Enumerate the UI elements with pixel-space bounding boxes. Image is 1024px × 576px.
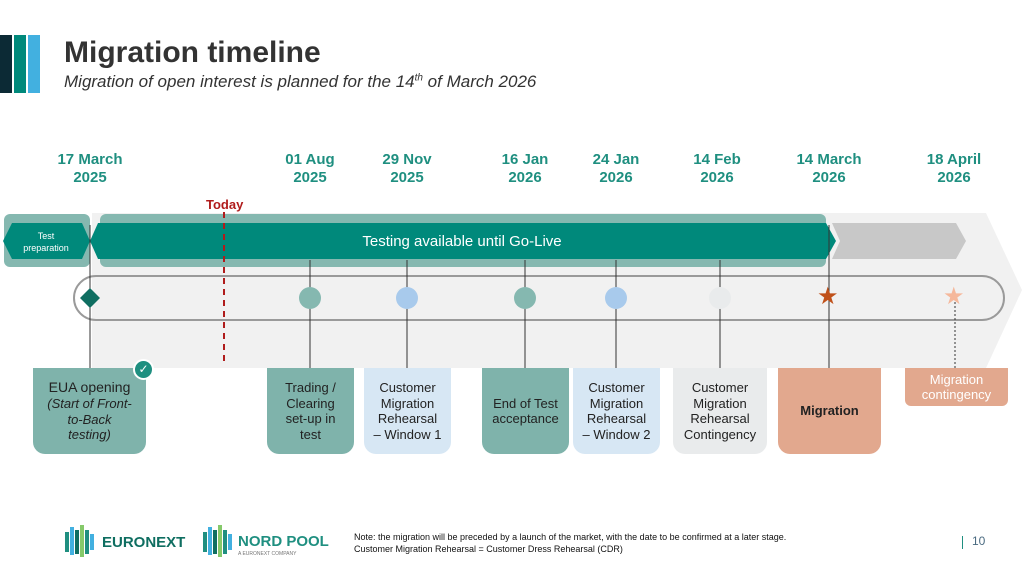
accent-bar-dark: [0, 35, 12, 93]
test-prep-arrow: [3, 223, 90, 259]
milestone-dot-cmr1: [396, 287, 418, 309]
euronext-logo-text: EURONEXT: [102, 534, 186, 551]
timeline-track: [73, 275, 1005, 321]
contingency-star-icon: ★: [943, 283, 965, 310]
page-title: Migration timeline: [64, 36, 321, 69]
date-label: 24 Jan 2026: [592, 151, 640, 186]
today-label: Today: [206, 197, 244, 212]
diamond-marker: [80, 288, 100, 308]
test-prep-label: Test preparation: [23, 231, 69, 253]
nordpool-logo-text: NORD POOL: [238, 533, 329, 550]
date-label: 17 March 2025: [57, 151, 123, 186]
footer-note: Note: the migration will be preceded by …: [354, 532, 787, 554]
date-label: 16 Jan 2026: [501, 151, 549, 186]
post-golive-arrow: [832, 223, 966, 259]
testing-arrow: [90, 223, 836, 259]
migration-star-icon: ★: [817, 283, 839, 310]
accent-bar-teal: [14, 35, 26, 93]
milestone-cmr-window-2: Customer Migration Rehearsal – Window 2: [573, 368, 660, 454]
milestone-cmr-contingency: Customer Migration Rehearsal Contingency: [673, 368, 767, 454]
milestone-trading-clearing: Trading / Clearing set-up in test: [267, 368, 354, 454]
date-label: 29 Nov 2025: [382, 151, 432, 186]
page-number: 10: [972, 534, 986, 548]
accent-bar-blue: [28, 35, 40, 93]
nordpool-tagline: A EURONEXT COMPANY: [238, 551, 297, 557]
milestone-eua-opening: EUA opening (Start of Front- to-Back tes…: [33, 368, 146, 454]
milestone-dot-eot: [514, 287, 536, 309]
milestone-dot-cmr2: [605, 287, 627, 309]
milestone-migration: Migration: [778, 368, 881, 454]
milestone-cmr-window-1: Customer Migration Rehearsal – Window 1: [364, 368, 451, 454]
date-label: 14 Feb 2026: [693, 151, 741, 186]
euronext-logo-icon: [65, 525, 94, 557]
milestone-end-of-test: End of Test acceptance: [482, 368, 569, 454]
milestone-dot-cmrc: [709, 287, 731, 309]
milestone-dot-trading: [299, 287, 321, 309]
nordpool-logo-icon: [203, 525, 232, 557]
page-subtitle: Migration of open interest is planned fo…: [64, 72, 537, 91]
milestone-migration-contingency: Migration contingency: [905, 368, 1008, 406]
date-label: 14 March 2026: [796, 151, 862, 186]
check-icon: ✓: [133, 359, 154, 380]
date-label: 01 Aug 2025: [285, 151, 335, 186]
testing-band-label: Testing available until Go-Live: [362, 233, 562, 250]
page-number-divider: [962, 536, 963, 549]
date-label: 18 April 2026: [926, 151, 982, 186]
